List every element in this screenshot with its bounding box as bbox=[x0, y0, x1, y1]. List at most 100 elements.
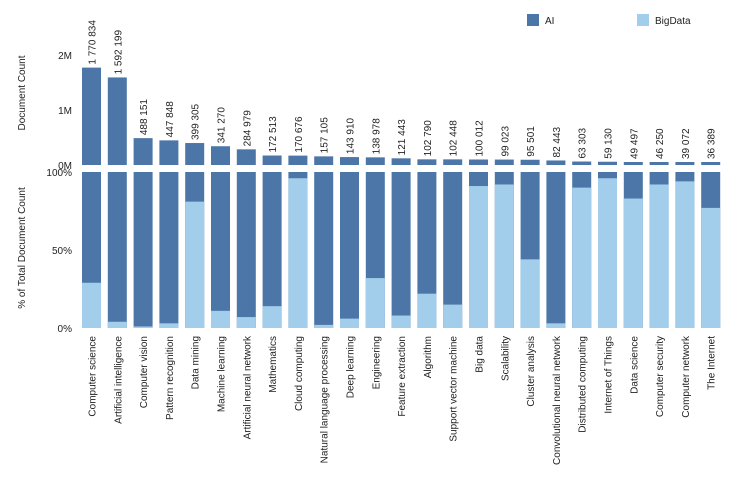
bar-ai-share bbox=[262, 172, 282, 328]
value-label: 447 848 bbox=[165, 101, 176, 138]
top-y-ticks: 0M 1M 2M bbox=[58, 51, 72, 172]
category-label: Machine learning bbox=[217, 336, 228, 412]
top-bar bbox=[340, 157, 359, 165]
bar-bigdata-share bbox=[185, 201, 205, 328]
top-bar bbox=[572, 161, 592, 165]
value-label: 39 072 bbox=[681, 128, 692, 159]
top-bar bbox=[391, 158, 411, 165]
top-bar bbox=[133, 138, 153, 165]
category-label: Deep learning bbox=[346, 336, 357, 398]
value-label: 170 676 bbox=[294, 116, 305, 153]
bar-bigdata-share bbox=[314, 324, 334, 328]
category-label: Computer vision bbox=[139, 336, 150, 408]
top-bar bbox=[649, 162, 669, 165]
bottom-y-tick-label: 50% bbox=[52, 246, 72, 257]
value-label: 138 978 bbox=[371, 118, 382, 155]
bar-bigdata-share bbox=[262, 306, 282, 328]
top-bar bbox=[520, 159, 540, 165]
value-label: 95 501 bbox=[526, 126, 537, 157]
bar-ai-share bbox=[107, 172, 127, 328]
top-bar bbox=[262, 155, 282, 165]
category-label: Distributed computing bbox=[578, 336, 589, 433]
bar-bigdata-share bbox=[494, 184, 514, 328]
bar-bigdata-share bbox=[649, 184, 669, 328]
value-label: 82 443 bbox=[552, 126, 563, 157]
top-bar bbox=[82, 67, 101, 165]
top-bar bbox=[469, 159, 488, 165]
bar-bigdata-share bbox=[675, 181, 695, 328]
value-label: 172 513 bbox=[268, 116, 279, 153]
value-label: 36 389 bbox=[707, 128, 718, 159]
bar-bigdata-share bbox=[417, 293, 437, 328]
category-label: Big data bbox=[475, 336, 486, 373]
bar-bigdata-share bbox=[572, 187, 592, 328]
top-bar bbox=[443, 159, 463, 165]
category-label: Computer science bbox=[88, 336, 99, 417]
value-label: 157 105 bbox=[320, 117, 331, 154]
bottom-y-axis-label: % of Total Document Count bbox=[17, 187, 28, 309]
bar-ai-share bbox=[159, 172, 179, 328]
bar-bigdata-share bbox=[82, 282, 101, 328]
top-bar bbox=[288, 155, 308, 165]
category-label: Scalability bbox=[500, 336, 511, 381]
category-label: Natural language processing bbox=[320, 336, 331, 463]
category-label: Engineering bbox=[371, 336, 382, 389]
bar-ai-share bbox=[417, 172, 437, 328]
top-bar bbox=[494, 159, 514, 165]
value-label: 63 303 bbox=[578, 127, 589, 158]
value-labels: 1 770 834 1 592 199 488 151 447 848 399 305 3… bbox=[88, 20, 718, 159]
bar-ai-share bbox=[546, 172, 566, 328]
bar-bigdata-share bbox=[288, 178, 308, 328]
top-bar bbox=[314, 156, 334, 165]
value-label: 488 151 bbox=[139, 99, 150, 136]
legend-label-ai: AI bbox=[545, 16, 554, 27]
bar-bigdata-share bbox=[107, 321, 127, 328]
bar-ai-share bbox=[443, 172, 463, 328]
value-label: 341 270 bbox=[217, 107, 228, 144]
value-label: 399 305 bbox=[191, 103, 202, 140]
category-label: Cluster analysis bbox=[526, 336, 537, 407]
bar-ai-share bbox=[391, 172, 411, 328]
bar-bigdata-share bbox=[701, 207, 721, 328]
bottom-y-tick-label: 0% bbox=[58, 324, 73, 335]
category-label: Support vector machine bbox=[449, 336, 460, 442]
bar-bigdata-share bbox=[520, 259, 540, 328]
category-label: Computer security bbox=[655, 336, 666, 417]
top-bar bbox=[365, 157, 385, 165]
category-label: Feature extraction bbox=[397, 336, 408, 417]
bottom-bars bbox=[82, 172, 721, 328]
bar-ai-share bbox=[236, 172, 256, 328]
value-label: 102 790 bbox=[423, 120, 434, 157]
value-label: 59 130 bbox=[604, 128, 615, 159]
top-bar bbox=[701, 162, 721, 165]
top-y-tick-label: 1M bbox=[58, 106, 72, 117]
top-bar bbox=[417, 159, 437, 165]
category-label: The Internet bbox=[707, 336, 718, 390]
top-y-axis-label: Document Count bbox=[17, 55, 28, 130]
value-label: 1 592 199 bbox=[113, 30, 124, 75]
category-label: Mathematics bbox=[268, 336, 279, 393]
top-bar bbox=[211, 146, 230, 165]
top-bar bbox=[675, 162, 695, 165]
bar-ai-share bbox=[211, 172, 230, 328]
legend-label-bigdata: BigData bbox=[655, 16, 691, 27]
category-label: Data science bbox=[629, 336, 640, 394]
category-label: Pattern recognition bbox=[165, 336, 176, 420]
category-label: Computer network bbox=[681, 335, 692, 418]
bar-bigdata-share bbox=[365, 278, 385, 328]
value-label: 284 979 bbox=[242, 110, 253, 147]
top-bars bbox=[82, 67, 721, 165]
top-bar bbox=[185, 143, 205, 165]
top-bar bbox=[236, 149, 256, 165]
category-label: Artificial intelligence bbox=[113, 336, 124, 424]
category-label: Internet of Things bbox=[604, 336, 615, 414]
bar-bigdata-share bbox=[469, 186, 488, 328]
top-bar bbox=[107, 77, 127, 165]
category-label: Algorithm bbox=[423, 336, 434, 378]
legend: AI BigData bbox=[527, 14, 691, 27]
bar-ai-share bbox=[340, 172, 359, 328]
value-label: 102 448 bbox=[449, 120, 460, 157]
bottom-y-tick-label: 100% bbox=[46, 168, 72, 179]
bar-bigdata-share bbox=[340, 318, 359, 328]
